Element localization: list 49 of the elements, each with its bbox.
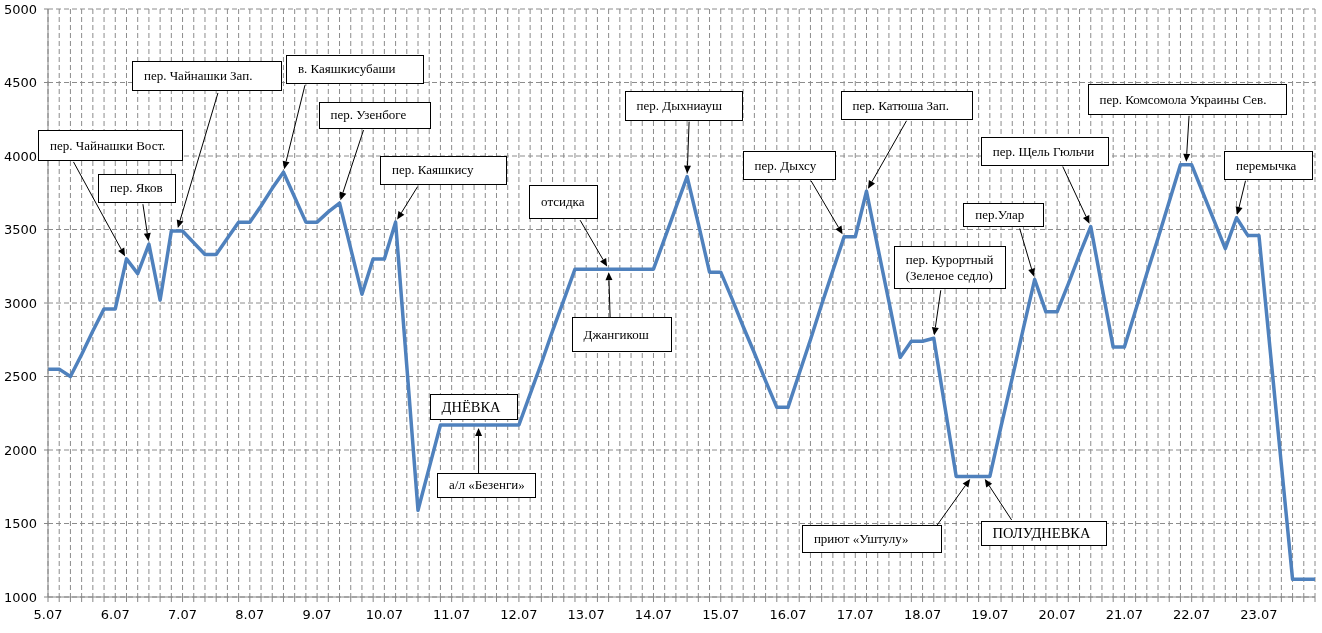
x-tick-label: 8.07: [235, 607, 265, 623]
annotation: отсидка: [541, 194, 585, 211]
y-tick-label: 3500: [3, 222, 37, 238]
annotation: ДНЁВКА: [441, 399, 501, 415]
x-tick-label: 22.07: [1173, 607, 1211, 623]
x-tick-label: 17.07: [836, 607, 874, 623]
annotation: пер. Чайнашки Зап.: [143, 67, 253, 84]
x-tick-label: 20.07: [1038, 607, 1076, 623]
x-tick-label: 7.07: [168, 607, 198, 623]
annotation: пер. Яков: [109, 180, 163, 197]
annotation: приют «Уштулу»: [813, 531, 909, 548]
line-series: [48, 163, 1315, 582]
x-tick-label: 13.07: [567, 607, 605, 623]
x-tick-label: 15.07: [702, 607, 740, 623]
annotation: пер. Узенбоге: [330, 107, 407, 124]
x-tick-label: 14.07: [634, 607, 673, 623]
y-tick-label: 2000: [3, 442, 37, 458]
x-tick-label: 9.07: [302, 607, 332, 623]
annotation: а/л «Безенги»: [449, 477, 525, 493]
annotation: пер.Улар: [975, 207, 1025, 224]
annotation: ПОЛУДНЕВКА: [992, 525, 1091, 542]
annotation: в. Каяшкисубаши: [297, 61, 396, 78]
annotation: пер. Щель Гюльчи: [992, 143, 1095, 160]
x-tick-label: 18.07: [903, 607, 942, 623]
y-tick-label: 3000: [3, 295, 37, 311]
x-tick-label: 5.07: [33, 607, 63, 623]
x-tick-label: 19.07: [971, 607, 1009, 623]
annotation: пер. Курортный (Зеленое седло): [905, 251, 995, 284]
x-tick-label: 10.07: [365, 607, 403, 623]
annotation: пер. Дыхниауш: [636, 98, 722, 115]
x-tick-label: 6.07: [100, 607, 130, 623]
annotation: пер. Каяшкису: [392, 162, 474, 179]
y-tick-label: 4000: [3, 148, 37, 164]
annotation: пер. Катюша Зап.: [852, 97, 949, 114]
annotation: пер. Комсомола Украины Сев.: [1099, 91, 1267, 108]
x-tick-label: 21.07: [1105, 607, 1143, 623]
y-tick-label: 2500: [3, 369, 37, 385]
annotation: Джангикош: [583, 326, 649, 343]
annotation: перемычка: [1236, 157, 1297, 174]
x-tick-label: 16.07: [769, 607, 807, 623]
annotation: пер. Дыхсу: [754, 157, 817, 174]
y-tick-label: 1000: [3, 589, 37, 605]
y-tick-label: 4500: [3, 75, 37, 91]
x-tick-label: 12.07: [500, 607, 538, 623]
x-tick-label: 11.07: [433, 607, 471, 623]
y-tick-label: 5000: [3, 1, 37, 17]
annotation: пер. Чайнашки Вост.: [49, 137, 166, 154]
x-tick-label: 23.07: [1240, 607, 1278, 623]
y-tick-label: 1500: [3, 516, 37, 532]
